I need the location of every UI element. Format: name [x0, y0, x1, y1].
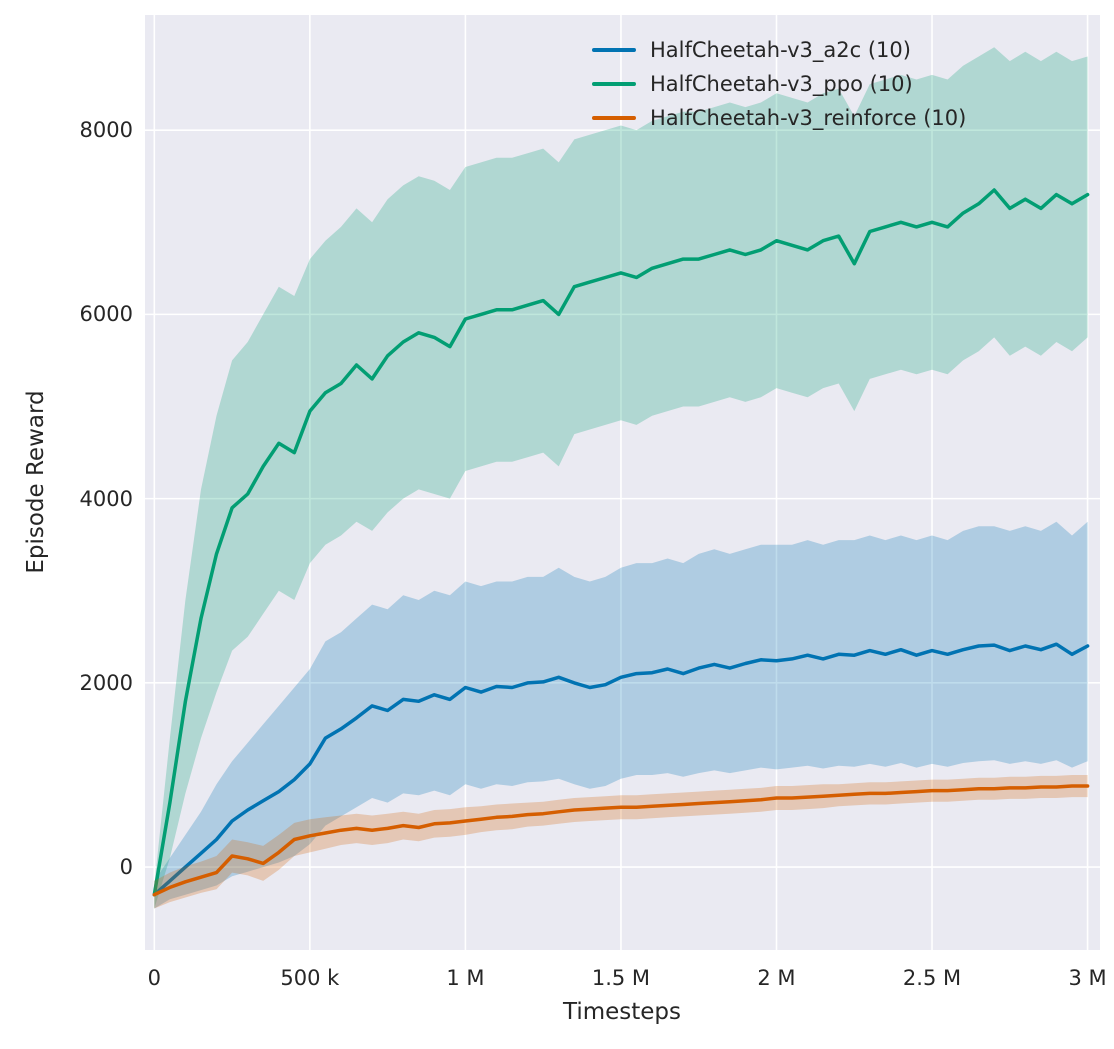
x-axis-label: Timesteps	[562, 999, 682, 1025]
legend-line-reinforce-icon	[592, 116, 636, 120]
y-axis-label: Episode Reward	[23, 390, 49, 574]
y-tick-label: 0	[119, 855, 133, 880]
legend-line-a2c-icon	[592, 48, 636, 52]
y-tick-label: 4000	[79, 486, 133, 511]
y-tick-label: 8000	[79, 118, 133, 143]
x-tick-label: 1.5 M	[591, 966, 651, 990]
x-tick-label: 500 k	[280, 966, 340, 990]
legend-label-ppo: HalfCheetah-v3_ppo (10)	[650, 72, 913, 96]
x-tick-label: 0	[147, 966, 162, 990]
legend: HalfCheetah-v3_a2c (10) HalfCheetah-v3_p…	[592, 38, 966, 130]
x-tick-label: 1 M	[446, 966, 485, 990]
legend-label-reinforce: HalfCheetah-v3_reinforce (10)	[650, 106, 967, 130]
x-tick-label: 3 M	[1068, 966, 1107, 990]
x-tick-label: 2 M	[757, 966, 796, 990]
legend-label-a2c: HalfCheetah-v3_a2c (10)	[650, 38, 911, 62]
legend-item-ppo: HalfCheetah-v3_ppo (10)	[592, 72, 966, 96]
y-tick-label: 2000	[79, 670, 133, 695]
legend-item-reinforce: HalfCheetah-v3_reinforce (10)	[592, 106, 966, 130]
legend-item-a2c: HalfCheetah-v3_a2c (10)	[592, 38, 966, 62]
legend-line-ppo-icon	[592, 82, 636, 86]
y-tick-label: 6000	[79, 302, 133, 327]
x-tick-label: 2.5 M	[902, 966, 962, 990]
